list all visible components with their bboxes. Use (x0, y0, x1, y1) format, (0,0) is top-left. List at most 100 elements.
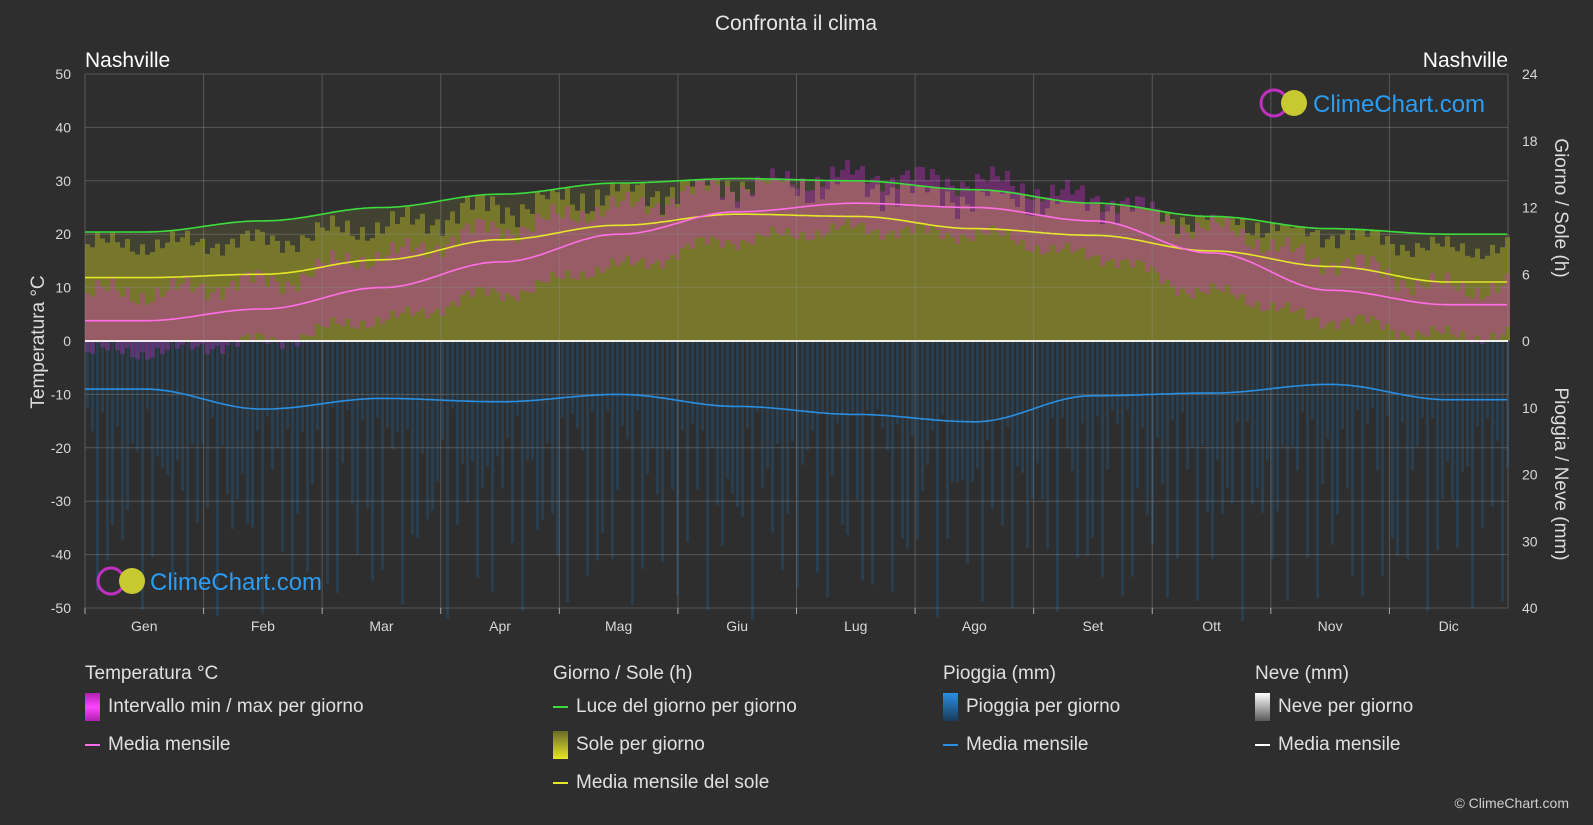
temp-range-bar (650, 207, 655, 265)
rain-bar (686, 341, 689, 542)
sun-bar (130, 251, 135, 341)
temp-mean-line (85, 202, 1507, 322)
sun-bar (1345, 229, 1350, 341)
sun-bar (805, 203, 810, 341)
temp-range-bar (1425, 288, 1430, 337)
sun-bar (950, 202, 955, 341)
rain-bar (316, 341, 319, 430)
legend-temperature: Temperatura °C Intervallo min / max per … (85, 660, 364, 764)
sun-bar (850, 181, 855, 341)
temp-range-bar (425, 258, 430, 319)
rain-bar (361, 341, 364, 420)
sun-bar (1100, 224, 1105, 341)
rain-bar (536, 341, 539, 530)
rain-bar (346, 341, 349, 411)
temp-range-bar (575, 222, 580, 280)
legend-label: Intervallo min / max per giorno (108, 696, 364, 717)
rain-bar (841, 341, 844, 526)
rain-bar (396, 341, 399, 433)
rain-bar (1401, 341, 1404, 423)
rain-bar (861, 341, 864, 581)
sun-bar (150, 252, 155, 341)
sun-bar (160, 248, 165, 341)
temp-range-bar (980, 178, 985, 233)
rain-bar (641, 341, 644, 569)
rain-bar (886, 341, 889, 451)
rain-bar (1276, 341, 1279, 512)
y-left-tick-label: 0 (63, 333, 71, 349)
temp-range-bar (1435, 281, 1440, 332)
rain-bar (1421, 341, 1424, 418)
sun-bar (440, 235, 445, 341)
rain-bar (271, 341, 274, 470)
sun-bar (965, 204, 970, 341)
temp-range-bar (405, 237, 410, 307)
temp-range-bar (465, 223, 470, 291)
temp-range-bar (380, 261, 385, 324)
daylight-line (85, 177, 1507, 235)
sun-bar (435, 219, 440, 341)
rain-bar (856, 341, 859, 501)
temp-range-bar (1445, 272, 1450, 326)
rain-bar (1131, 341, 1134, 577)
rain-bar (746, 341, 749, 429)
sun-bar (1195, 215, 1200, 341)
rain-bar (546, 341, 549, 444)
temp-range-bar (1140, 197, 1145, 262)
sun-bar (700, 179, 705, 341)
rain-bar (1371, 341, 1374, 409)
temp-range-bar (1365, 266, 1370, 324)
watermark-text-top: ClimeChart.com (1313, 91, 1485, 118)
temp-range-bar (1330, 263, 1335, 322)
sun-bar (85, 244, 90, 341)
sun-bar (885, 195, 890, 341)
rain-bar (1026, 341, 1029, 548)
temp-range-bar (235, 290, 240, 347)
sun-bar (325, 230, 330, 341)
temp-range-bar (655, 203, 660, 261)
temp-range-bar (715, 184, 720, 240)
temp-range-bar (185, 275, 190, 340)
temp-range-bar (585, 223, 590, 279)
rain-bar (826, 341, 829, 598)
sun-bar (195, 242, 200, 341)
rain-bar (366, 341, 369, 509)
y-left-tick-label: 40 (55, 119, 71, 135)
sun-bar (645, 206, 650, 341)
sun-bar (840, 180, 845, 341)
sun-bar (1230, 218, 1235, 341)
sun-bar (170, 231, 175, 341)
sun-bar (935, 187, 940, 341)
temp-range-bar (1050, 184, 1055, 245)
temp-range-bar (705, 190, 710, 245)
temp-range-bar (620, 200, 625, 262)
rain-bar (1121, 341, 1124, 596)
sun-bar (870, 188, 875, 341)
x-tick-label: Lug (844, 618, 867, 634)
rain-bar (426, 341, 429, 520)
rain-bar (1296, 341, 1299, 471)
temp-range-bar (255, 270, 260, 334)
temp-range-bar (1220, 227, 1225, 293)
sun-bar (730, 191, 735, 341)
rain-bar (1286, 341, 1289, 601)
sun-bar (1460, 243, 1465, 341)
temp-range-bar (825, 180, 830, 233)
temp-range-bar (1355, 254, 1360, 316)
sun-bar (1400, 244, 1405, 341)
rain-bar (96, 341, 99, 591)
rain-bar (1141, 341, 1144, 428)
temp-range-bar (1195, 222, 1200, 289)
x-tick-label: Ago (962, 618, 987, 634)
sun-bar (825, 189, 830, 341)
sun-bar (690, 186, 695, 341)
temp-range-bar (1350, 268, 1355, 325)
rain-bar (341, 341, 344, 464)
logo-sun-icon (1281, 90, 1307, 116)
sun-bar (905, 184, 910, 341)
rain-bar (1326, 341, 1329, 439)
temp-range-bar (210, 292, 215, 350)
temp-range-bar (1190, 238, 1195, 299)
rain-bar (176, 341, 179, 461)
rain-bar (1166, 341, 1169, 598)
